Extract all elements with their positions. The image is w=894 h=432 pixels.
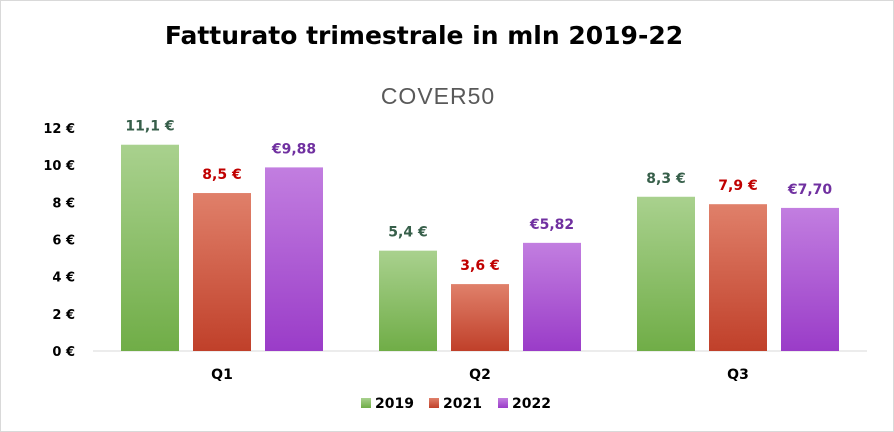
data-label-2019-Q2: 5,4 €: [388, 225, 427, 241]
bar-2022-Q2: [523, 242, 581, 351]
bar-2019-Q1: [121, 144, 179, 351]
bar-2022-Q3: [781, 207, 839, 351]
y-tick-label: 12 €: [43, 122, 75, 137]
data-labels: 11,1 € 8,5 € €9,88 5,4 € 3,6 € €5,82 8,3 € 7,9 …: [125, 119, 832, 274]
brand-logo: COVER50: [380, 83, 496, 109]
bar-2019-Q3: [637, 196, 695, 351]
data-label-2022-Q1: €9,88: [271, 141, 316, 157]
y-tick-label: 4 €: [52, 271, 75, 286]
legend-swatch-2019: [361, 398, 371, 408]
data-label-2022-Q3: €7,70: [787, 182, 833, 198]
data-label-2021-Q2: 3,6 €: [460, 258, 499, 274]
bar-2021-Q3: [709, 204, 767, 351]
y-tick-label: 8 €: [52, 196, 75, 211]
chart-title: Fatturato trimestrale in mln 2019-22: [164, 21, 684, 50]
legend-label-2022: 2022: [512, 396, 551, 412]
data-label-2021-Q3: 7,9 €: [718, 178, 757, 194]
y-tick-label: 0 €: [52, 345, 75, 360]
y-tick-label: 2 €: [52, 308, 75, 323]
bars: [121, 144, 839, 351]
x-tick-label: Q1: [211, 367, 233, 383]
bar-2021-Q1: [193, 193, 251, 351]
x-axis-labels: Q1 Q2 Q3: [211, 367, 749, 383]
bar-2021-Q2: [451, 284, 509, 351]
y-axis-labels: 0 € 2 € 4 € 6 € 8 € 10 € 12 €: [43, 122, 75, 360]
y-tick-label: 6 €: [52, 234, 75, 249]
bar-2022-Q1: [265, 167, 323, 351]
legend-label-2021: 2021: [443, 396, 482, 412]
data-label-2022-Q2: €5,82: [529, 217, 574, 233]
data-label-2019-Q3: 8,3 €: [646, 171, 685, 187]
y-tick-label: 10 €: [43, 159, 75, 174]
data-label-2019-Q1: 11,1 €: [125, 119, 174, 135]
bar-2019-Q2: [379, 250, 437, 351]
x-tick-label: Q2: [469, 367, 491, 383]
legend-swatch-2022: [498, 398, 508, 408]
data-label-2021-Q1: 8,5 €: [202, 167, 241, 183]
legend-label-2019: 2019: [375, 396, 414, 412]
legend: 2019 2021 2022: [361, 396, 551, 412]
legend-swatch-2021: [429, 398, 439, 408]
x-tick-label: Q3: [727, 367, 749, 383]
